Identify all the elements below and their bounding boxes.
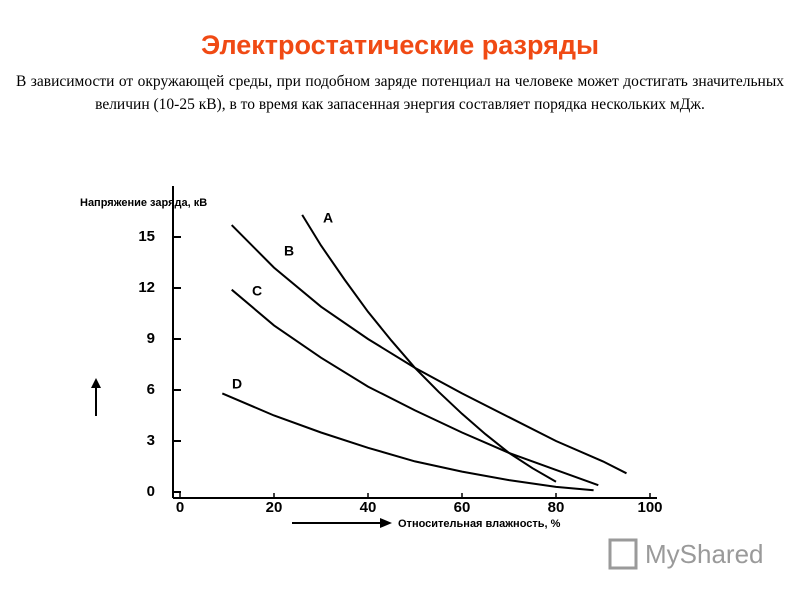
data-line [221,392,594,492]
x-axis-label: Относительная влажность, % [398,518,561,530]
slide-title: Электростатические разряды [200,30,600,60]
y-tick-label: 9 [147,330,155,347]
x-tick-label: 100 [637,499,662,516]
slide-text: В зависимости от окружающей среды, при п… [16,73,784,113]
data-line [301,214,557,483]
x-tick-label: 40 [360,499,377,516]
x-tick-label: 20 [266,499,283,516]
arrow-head [380,518,392,528]
series-label: C [252,283,262,299]
x-tick-label: 60 [454,499,471,516]
y-axis-label: Напряжение заряда, кВ [80,197,207,209]
y-tick-label: 3 [147,432,155,449]
series-label: D [232,376,242,392]
y-tick-label: 6 [147,381,155,398]
data-line [231,288,599,487]
watermark: MyShared [645,539,764,569]
y-tick-label: 15 [138,228,155,245]
series-label: A [323,210,333,226]
arrow-head [91,378,101,388]
series-label: B [284,243,294,259]
y-tick-label: 0 [147,483,155,500]
x-tick-label: 80 [548,499,565,516]
data-line [230,224,627,475]
x-tick-label: 0 [176,499,184,516]
logo-icon [608,538,638,570]
y-tick-label: 12 [138,279,155,296]
